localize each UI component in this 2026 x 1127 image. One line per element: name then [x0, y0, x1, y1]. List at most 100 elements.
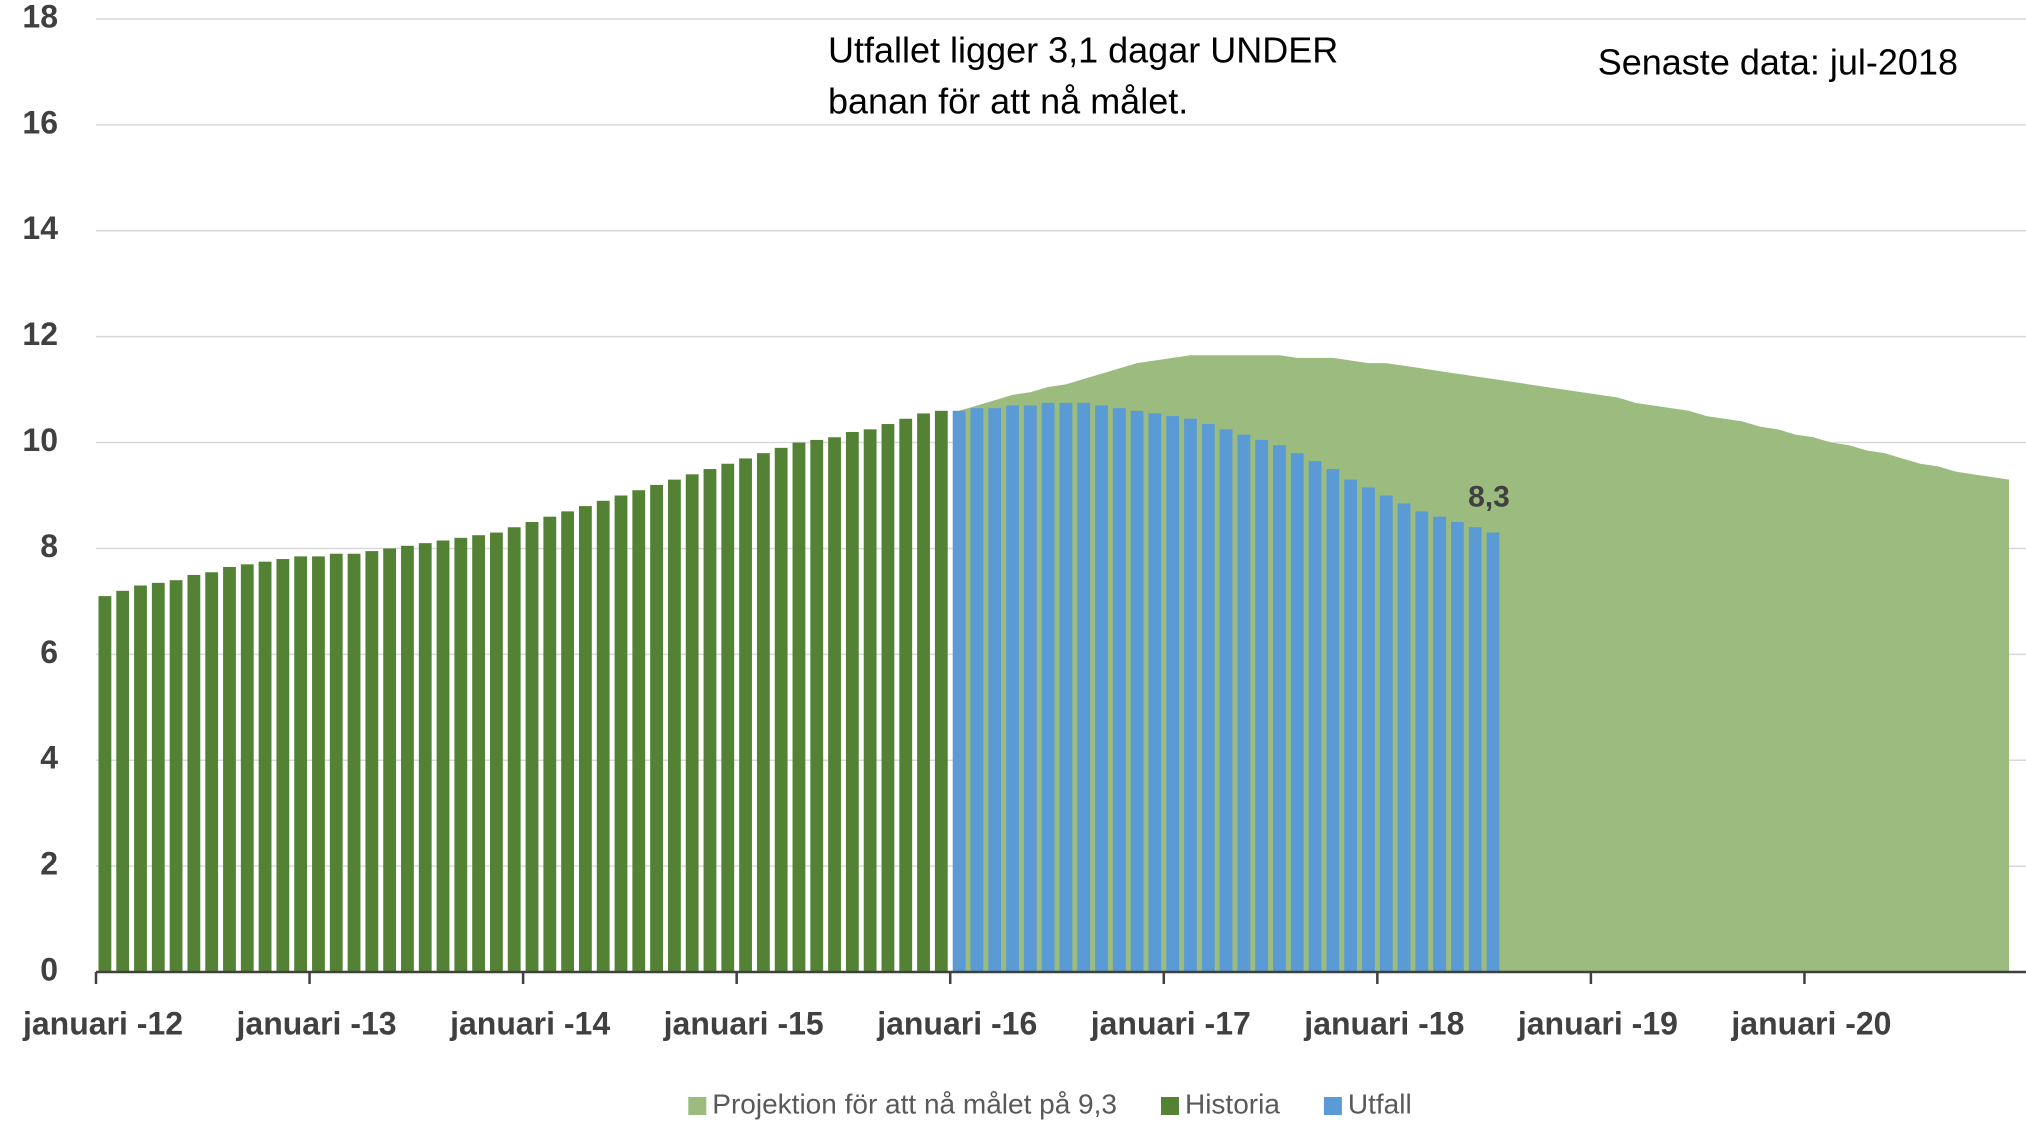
bar	[1006, 405, 1019, 972]
bar	[578, 506, 592, 972]
bar	[614, 495, 628, 972]
y-tick-label: 8	[40, 528, 58, 564]
bar	[187, 574, 201, 972]
y-tick-label: 4	[40, 740, 58, 776]
bar	[561, 511, 575, 972]
bar	[1184, 418, 1197, 972]
x-tick-label: januari -18	[1303, 1005, 1464, 1041]
bar	[917, 413, 930, 972]
y-tick-label: 14	[22, 210, 58, 246]
bar	[329, 553, 343, 972]
legend-swatch	[1160, 1097, 1179, 1115]
x-tick-label: januari -13	[236, 1005, 397, 1041]
bar	[1415, 511, 1429, 972]
bar	[490, 532, 503, 972]
legend-item: Historia	[1160, 1088, 1280, 1119]
bar	[223, 566, 236, 972]
bar	[952, 410, 966, 972]
bar	[934, 410, 948, 972]
x-tick-label: januari -12	[22, 1005, 183, 1041]
bar	[810, 439, 824, 972]
bar	[240, 564, 254, 972]
bar	[1397, 503, 1411, 972]
bar	[543, 516, 557, 972]
bar	[1095, 405, 1108, 972]
bar	[863, 429, 877, 972]
bar	[1059, 402, 1073, 972]
bar	[294, 556, 308, 972]
bar	[1379, 495, 1393, 972]
legend-label: Projektion för att nå målet på 9,3	[712, 1088, 1117, 1119]
bar	[134, 585, 147, 972]
x-tick-label: januari -17	[1090, 1005, 1251, 1041]
bar	[525, 521, 539, 972]
x-tick-label: januari -19	[1517, 1005, 1678, 1041]
bar	[276, 559, 290, 972]
annotation: banan för att nå målet.	[828, 81, 1188, 122]
bar	[1237, 434, 1251, 972]
bar	[1077, 402, 1091, 972]
legend: Projektion för att nå målet på 9,3 Histor…	[688, 1088, 1412, 1119]
annotation: Utfallet ligger 3,1 dagar UNDER	[828, 30, 1338, 71]
bar	[650, 484, 663, 972]
bar	[436, 540, 450, 972]
bar	[507, 527, 521, 972]
bar	[116, 590, 130, 972]
bar	[828, 437, 841, 972]
bar	[401, 545, 414, 972]
bar	[418, 543, 432, 972]
bar	[1041, 402, 1055, 972]
bar	[205, 572, 219, 972]
bar	[169, 580, 183, 972]
bar	[151, 582, 165, 972]
bar	[970, 408, 984, 972]
annotation: Senaste data: jul-2018	[1598, 42, 1958, 83]
legend-label: Historia	[1185, 1088, 1280, 1119]
bar	[845, 431, 859, 972]
bar	[774, 447, 788, 973]
bar	[1451, 521, 1464, 972]
bar	[881, 424, 895, 972]
bar	[685, 474, 699, 972]
y-tick-label: 0	[40, 951, 58, 987]
y-tick-label: 12	[22, 316, 58, 352]
bar	[596, 500, 610, 972]
bar	[1290, 453, 1304, 973]
bar	[1166, 416, 1180, 972]
bar	[1023, 405, 1037, 972]
bar	[472, 535, 486, 972]
bar	[1273, 445, 1286, 973]
bar	[1148, 413, 1162, 972]
bar	[1433, 516, 1447, 972]
x-tick-label: januari -14	[449, 1005, 610, 1041]
bar	[454, 537, 468, 972]
x-tick-label: januari -15	[663, 1005, 824, 1041]
bar	[1201, 424, 1215, 972]
legend-swatch	[1323, 1097, 1342, 1115]
bar	[365, 551, 379, 972]
legend-swatch	[688, 1097, 707, 1115]
bar	[1112, 408, 1126, 972]
bar	[312, 556, 325, 972]
bar	[792, 442, 806, 972]
x-tick-label: januari -16	[876, 1005, 1037, 1041]
bar	[383, 548, 397, 972]
bar	[756, 453, 770, 973]
bar	[1255, 439, 1269, 972]
bar	[347, 553, 361, 972]
bar	[739, 458, 752, 972]
bar	[988, 408, 1002, 972]
x-tick-label: januari -20	[1730, 1005, 1891, 1041]
bar	[1362, 487, 1375, 972]
bar	[1468, 527, 1482, 972]
y-tick-label: 18	[22, 0, 58, 34]
bar	[258, 561, 272, 972]
bar	[1308, 461, 1322, 972]
legend-item: Utfall	[1323, 1088, 1412, 1119]
bar	[899, 418, 913, 972]
bar	[703, 469, 717, 972]
legend-label: Utfall	[1348, 1088, 1412, 1119]
bar	[1344, 479, 1358, 972]
bar	[1219, 429, 1233, 972]
